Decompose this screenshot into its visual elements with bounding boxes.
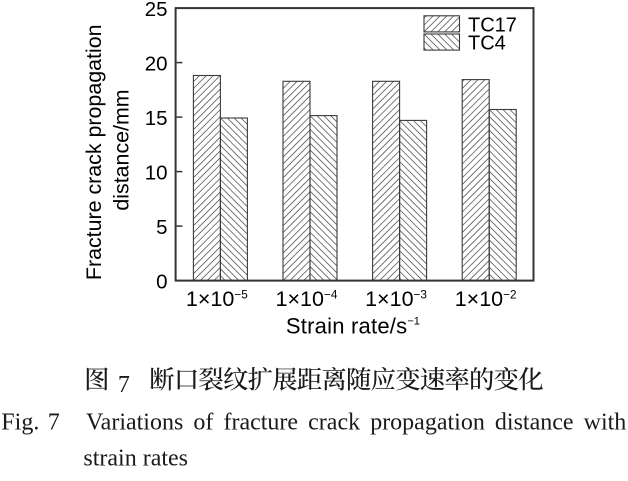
svg-text:Strain rate/s−1: Strain rate/s−1 <box>286 313 420 338</box>
svg-text:5: 5 <box>156 216 167 239</box>
svg-text:TC4: TC4 <box>468 32 506 54</box>
svg-text:distance: distance <box>495 410 574 436</box>
svg-text:25: 25 <box>145 0 168 21</box>
svg-text:7: 7 <box>48 410 60 436</box>
svg-text:TC17: TC17 <box>468 14 517 36</box>
svg-text:strain rates: strain rates <box>83 446 188 472</box>
svg-text:distance/mm: distance/mm <box>110 89 134 210</box>
svg-text:15: 15 <box>145 107 168 130</box>
svg-text:Fracture crack propagation: Fracture crack propagation <box>82 24 106 280</box>
svg-text:20: 20 <box>145 52 168 75</box>
svg-text:propagation: propagation <box>370 410 485 436</box>
svg-text:with: with <box>584 410 627 436</box>
svg-text:Variations: Variations <box>86 410 183 436</box>
svg-text:crack: crack <box>308 410 360 436</box>
svg-text:0: 0 <box>156 270 167 293</box>
svg-text:of: of <box>193 410 213 436</box>
svg-text:10: 10 <box>145 161 168 184</box>
svg-text:Fig.: Fig. <box>1 410 39 436</box>
svg-text:7: 7 <box>118 372 130 398</box>
svg-text:1×10−2: 1×10−2 <box>455 287 517 311</box>
svg-text:fracture: fracture <box>223 410 298 436</box>
